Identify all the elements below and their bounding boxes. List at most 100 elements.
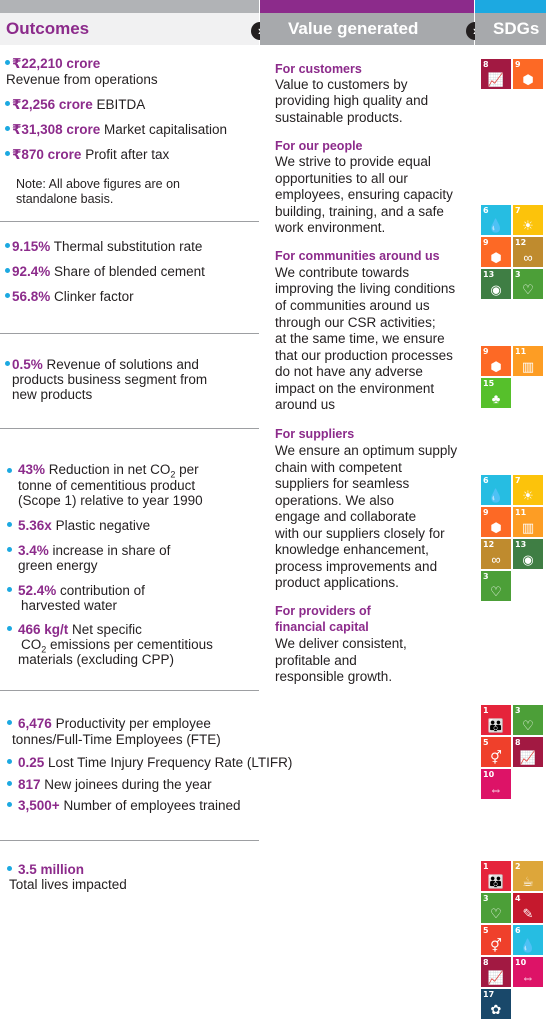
green-energy-line-2: green energy bbox=[18, 558, 98, 573]
sdg-6-clean-water-icon: 6 💧 bbox=[481, 475, 511, 505]
sdg-17-partnerships-icon: 17 ✿ bbox=[481, 989, 511, 1019]
sdg-9-industry-innovation-icon: 9 ⬢ bbox=[513, 59, 543, 89]
communities-line: We contribute towards bbox=[275, 265, 410, 280]
lives-impacted-label: Total lives impacted bbox=[9, 877, 127, 892]
productivity-line-2: tonnes/Full-Time Employees (FTE) bbox=[12, 732, 221, 747]
people-line: employees, ensuring capacity bbox=[275, 187, 453, 202]
harvested-water-line-2: harvested water bbox=[21, 598, 118, 613]
communities-line: through our CSR activities; bbox=[275, 315, 436, 330]
sdg-11-sustainable-cities-icon: 11 ▥ bbox=[513, 507, 543, 537]
bullet-icon bbox=[5, 243, 10, 248]
sdg-3-good-health-icon: 3 ♡ bbox=[513, 269, 543, 299]
revenue-label: Revenue from operations bbox=[6, 72, 158, 87]
sdg-7-affordable-clean-energy-icon: 7 ☀ bbox=[513, 205, 543, 235]
section-divider bbox=[0, 840, 259, 841]
suppliers-line: engage and collaborate bbox=[275, 509, 417, 524]
sdg-9-industry-innovation-icon: 9 ⬢ bbox=[481, 507, 511, 537]
people-line: opportunities to all our bbox=[275, 171, 408, 186]
co2-reduction-line-3: (Scope 1) relative to year 1990 bbox=[18, 493, 203, 508]
market-cap-line: ₹31,308 crore Market capitalisation bbox=[12, 122, 228, 137]
harvested-water-line-1: 52.4% contribution of bbox=[18, 583, 145, 598]
bullet-icon bbox=[5, 101, 10, 106]
net-emissions-line-2: CO2 emissions per cementitious bbox=[21, 637, 213, 655]
clinker-factor-line: 56.8% Clinker factor bbox=[12, 289, 134, 304]
sdg-10-reduced-inequalities-icon: 10 ⇔ bbox=[513, 957, 543, 987]
solutions-revenue-line-3: new products bbox=[12, 387, 93, 402]
outcomes-header-strip bbox=[0, 0, 259, 13]
suppliers-title: For suppliers bbox=[275, 427, 355, 441]
sdg-2-zero-hunger-icon: 2 ☕ bbox=[513, 861, 543, 891]
sdg-3-good-health-icon: 3 ♡ bbox=[481, 571, 511, 601]
customers-title: For customers bbox=[275, 62, 362, 76]
suppliers-line: with our suppliers closely for bbox=[275, 526, 445, 541]
co2-reduction-line-1: 43% Reduction in net CO2 per bbox=[18, 462, 199, 480]
employees-trained-line: 3,500+ Number of employees trained bbox=[18, 798, 241, 813]
capital-line: profitable and bbox=[275, 653, 357, 668]
sdg-1-no-poverty-icon: 1 👪 bbox=[481, 861, 511, 891]
communities-line: around us bbox=[275, 397, 336, 412]
section-divider bbox=[0, 428, 259, 429]
solutions-revenue-line-2: products business segment from bbox=[12, 372, 208, 387]
ltifr-line: 0.25 Lost Time Injury Frequency Rate (LT… bbox=[18, 755, 293, 770]
sdg-13-climate-action-icon: 13 ◉ bbox=[481, 269, 511, 299]
value-header-strip bbox=[260, 0, 474, 13]
sdg-8-decent-work-icon: 8 📈 bbox=[481, 957, 511, 987]
sdg-15-life-on-land-icon: 15 ♣ bbox=[481, 378, 511, 408]
bullet-icon bbox=[7, 866, 12, 871]
sdgs-header: SDGs bbox=[475, 0, 546, 45]
bullet-icon bbox=[7, 802, 12, 807]
section-divider bbox=[0, 221, 259, 222]
communities-line: of communities around us bbox=[275, 298, 430, 313]
new-joinees-line: 817 New joinees during the year bbox=[18, 777, 212, 792]
bullet-icon bbox=[5, 293, 10, 298]
bullet-icon bbox=[5, 268, 10, 273]
capital-title-1: For providers of bbox=[275, 604, 371, 618]
bullet-icon bbox=[7, 781, 12, 786]
bullet-icon bbox=[5, 151, 10, 156]
sdg-11-sustainable-cities-icon: 11 ▥ bbox=[513, 346, 543, 376]
people-line: building, training, and a safe bbox=[275, 204, 444, 219]
communities-line: improving the living conditions bbox=[275, 281, 456, 296]
sdgs-header-title: SDGs bbox=[493, 19, 540, 38]
sdg-5-gender-equality-icon: 5 ⚥ bbox=[481, 925, 511, 955]
bullet-icon bbox=[7, 522, 12, 527]
suppliers-line: knowledge enhancement, bbox=[275, 542, 429, 557]
communities-line: that our production processes bbox=[275, 348, 453, 363]
sdg-6-clean-water-icon: 6 💧 bbox=[481, 205, 511, 235]
ebitda-line: ₹2,256 crore EBITDA bbox=[12, 97, 146, 112]
customers-line: sustainable products. bbox=[275, 110, 403, 125]
net-emissions-line-3: materials (excluding CPP) bbox=[18, 652, 175, 667]
customers-line: providing high quality and bbox=[275, 93, 429, 108]
sdg-5-gender-equality-icon: 5 ⚥ bbox=[481, 737, 511, 767]
sdg-9-industry-innovation-icon: 9 ⬢ bbox=[481, 237, 511, 267]
value-header-bar bbox=[260, 13, 474, 45]
outcomes-header-title: Outcomes bbox=[6, 19, 90, 38]
revenue-value: ₹22,210 crore bbox=[12, 56, 101, 71]
section-divider bbox=[0, 690, 259, 691]
suppliers-line: product applications. bbox=[275, 575, 399, 590]
sdg-12-responsible-consumption-icon: 12 ∞ bbox=[513, 237, 543, 267]
suppliers-line: suppliers for seamless bbox=[275, 476, 410, 491]
sdg-3-good-health-icon: 3 ♡ bbox=[513, 705, 543, 735]
suppliers-line: We ensure an optimum supply bbox=[275, 443, 458, 458]
bullet-icon bbox=[7, 468, 12, 473]
bullet-icon bbox=[7, 547, 12, 552]
profit-line: ₹870 crore Profit after tax bbox=[12, 147, 170, 162]
note-line-2: standalone basis. bbox=[16, 192, 114, 206]
bullet-icon bbox=[5, 126, 10, 131]
sdg-12-responsible-consumption-icon: 12 ∞ bbox=[481, 539, 511, 569]
bullet-icon bbox=[7, 759, 12, 764]
plastic-negative-line: 5.36x Plastic negative bbox=[18, 518, 151, 533]
suppliers-line: operations. We also bbox=[275, 493, 395, 508]
productivity-line-1: 6,476 Productivity per employee bbox=[18, 716, 211, 731]
blended-cement-line: 92.4% Share of blended cement bbox=[12, 264, 205, 279]
capital-line: responsible growth. bbox=[275, 669, 393, 684]
sdg-3-good-health-icon: 3 ♡ bbox=[481, 893, 511, 923]
sdg-9-industry-innovation-icon: 9 ⬢ bbox=[481, 346, 511, 376]
bullet-icon bbox=[7, 587, 12, 592]
lives-impacted-value: 3.5 million bbox=[18, 862, 85, 877]
people-line: work environment. bbox=[275, 220, 386, 235]
sdg-7-affordable-clean-energy-icon: 7 ☀ bbox=[513, 475, 543, 505]
communities-line: impact on the environment bbox=[275, 381, 435, 396]
bullet-icon bbox=[7, 626, 12, 631]
